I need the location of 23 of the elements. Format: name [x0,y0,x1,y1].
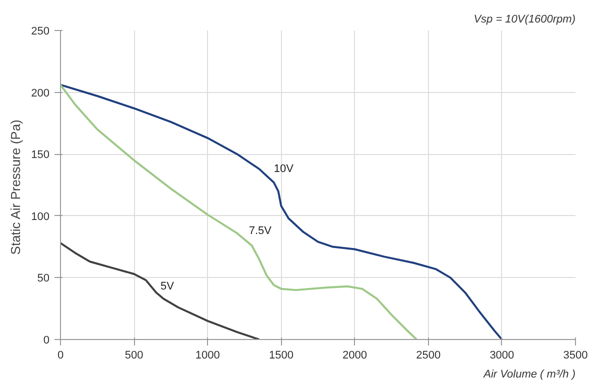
x-tick-label: 1500 [268,350,294,362]
x-tick-label: 2500 [416,350,441,362]
x-tick-label: 3000 [490,350,514,362]
text: Vsp = 10V(1600rpm) [474,14,576,26]
x-axis-title: Air Volume ( m³/h ) [482,368,576,380]
x-tick-label: 0 [57,350,64,362]
y-axis-title: Static Air Pressure (Pa) [8,120,24,255]
annotation: 5V [160,280,175,293]
x-tick-label: 1000 [195,350,220,362]
x-tick-label: 3500 [563,350,588,362]
line-series [60,84,503,340]
x-tick-label: 2000 [342,350,368,362]
line-series [60,84,418,340]
y-tick-label: 200 [31,87,50,100]
annotation: 10V [274,163,294,176]
annotation: 7.5V [248,224,272,237]
x-tick-label: 500 [124,350,144,362]
y-tick-label: 0 [43,334,50,346]
y-tick-label: 250 [31,26,50,38]
line-series [60,242,260,340]
y-tick-label: 100 [31,210,50,223]
y-tick-label: 150 [31,149,50,162]
y-tick-label: 50 [37,272,50,285]
